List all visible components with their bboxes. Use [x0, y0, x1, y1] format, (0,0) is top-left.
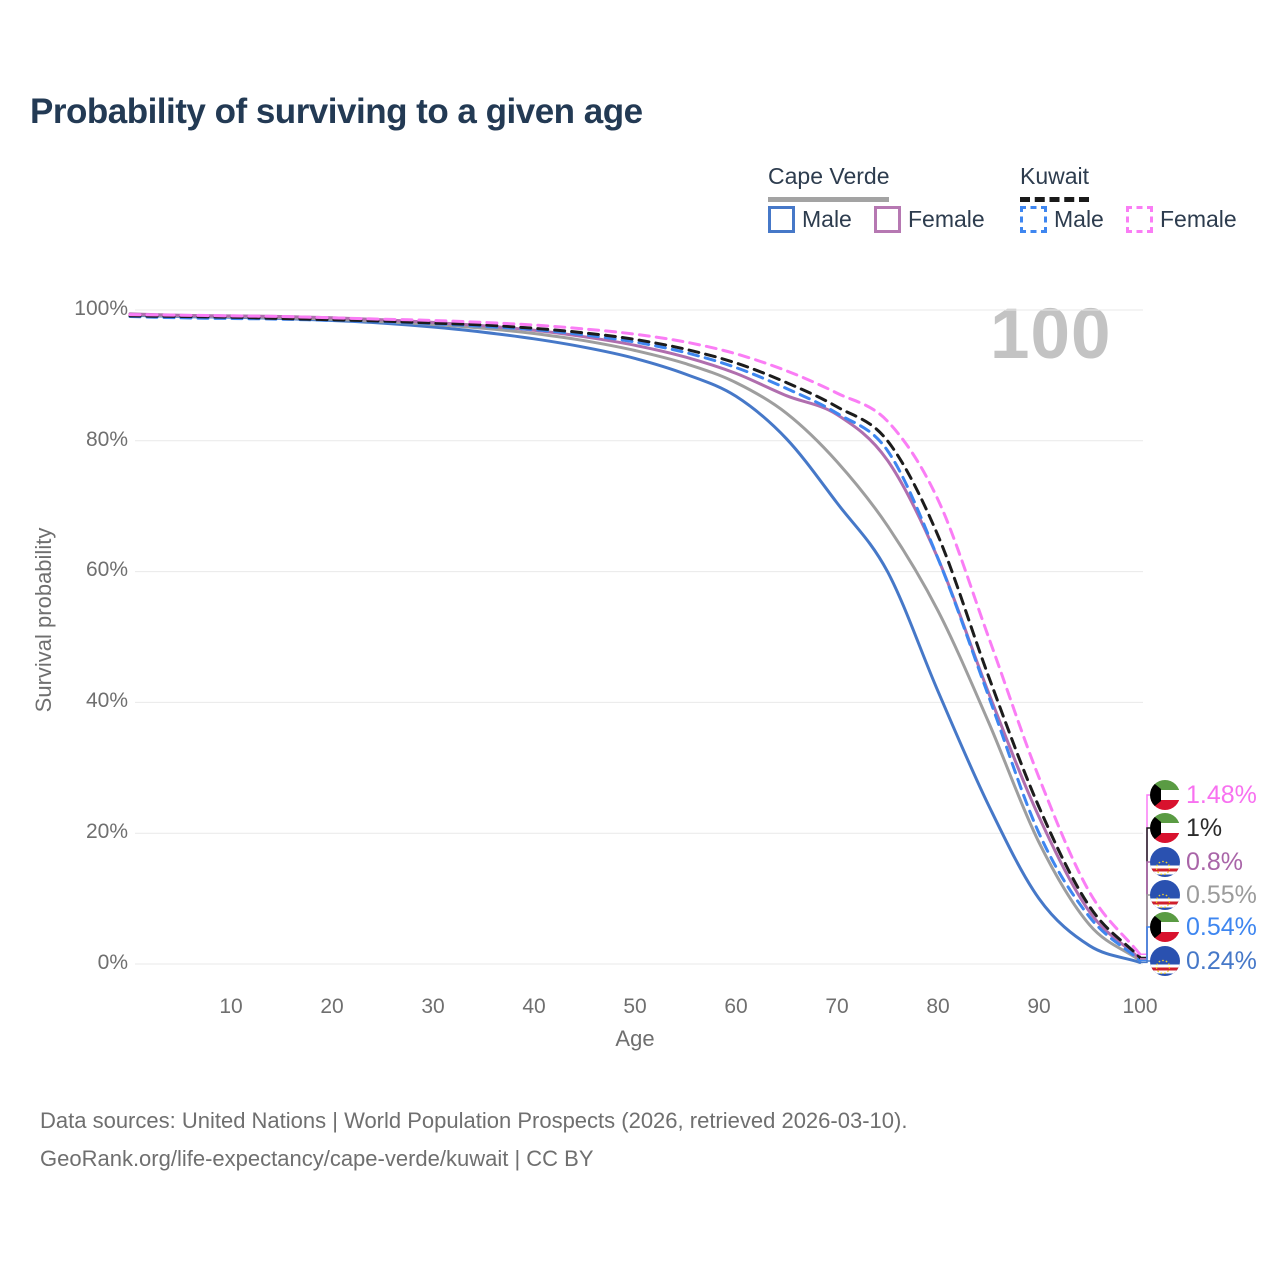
x-tick-90: 90	[1027, 995, 1051, 1018]
cape-verde-male-swatch	[768, 206, 795, 233]
end-label-value: 1.48%	[1186, 780, 1257, 809]
legend-group-cape-verde: Cape Verde	[768, 163, 890, 202]
end-label-value: 1%	[1186, 813, 1223, 842]
kuwait-female-swatch	[1126, 206, 1153, 233]
x-axis-title: Age	[615, 1026, 655, 1051]
legend-item-cape-verde-male[interactable]: Male	[768, 206, 852, 233]
legend-item-label: Male	[1054, 206, 1104, 232]
x-tick-40: 40	[522, 995, 546, 1018]
cape-verde-female-swatch	[874, 206, 901, 233]
legend-group-kuwait: Kuwait	[1020, 163, 1090, 202]
end-label-cape-verde-female: 0.8%	[1150, 847, 1243, 877]
end-label-connector	[1140, 926, 1151, 962]
x-tick-10: 10	[219, 995, 243, 1018]
x-tick-30: 30	[421, 995, 445, 1018]
cape-verde-flag-icon	[1150, 847, 1180, 877]
curve-kw_total	[128, 314, 1142, 959]
end-label-kuwait-female: 1.48%	[1150, 780, 1257, 810]
end-label-connector	[1140, 960, 1151, 964]
cape-verde-flag-icon	[1150, 880, 1180, 910]
end-label-value: 0.24%	[1186, 946, 1257, 975]
end-label-value: 0.54%	[1186, 912, 1257, 941]
source-url: GeoRank.org/life-expectancy/cape-verde/k…	[40, 1146, 594, 1171]
legend-item-label: Female	[1160, 206, 1237, 232]
end-label-kuwait-male: 0.54%	[1150, 912, 1257, 942]
curve-cv_male	[128, 313, 1142, 964]
x-tick-70: 70	[825, 995, 849, 1018]
legend-item-kuwait-female[interactable]: Female	[1126, 206, 1237, 233]
end-label-kuwait-total: 1%	[1150, 813, 1222, 843]
y-tick-20: 20%	[85, 820, 128, 843]
kuwait-flag-icon	[1150, 780, 1180, 810]
x-tick-100: 100	[1122, 995, 1158, 1018]
y-tick-80: 80%	[85, 428, 128, 451]
end-label-value: 0.8%	[1186, 847, 1243, 876]
kuwait-flag-icon	[1150, 912, 1180, 942]
end-label-cape-verde-total: 0.55%	[1150, 880, 1257, 910]
cape-verde-flag-icon	[1150, 946, 1180, 976]
y-tick-40: 40%	[85, 689, 128, 712]
legend-item-label: Male	[802, 206, 852, 232]
page-title: Probability of surviving to a given age	[30, 92, 643, 131]
curve-cv_total	[128, 313, 1142, 962]
x-tick-20: 20	[320, 995, 344, 1018]
end-label-cape-verde-male: 0.24%	[1150, 946, 1257, 976]
x-tick-50: 50	[623, 995, 647, 1018]
x-tick-60: 60	[724, 995, 748, 1018]
y-tick-60: 60%	[85, 558, 128, 581]
curve-cv_female	[128, 312, 1142, 961]
age-watermark: 100	[990, 295, 1112, 374]
data-sources-note: Data sources: United Nations | World Pop…	[40, 1108, 908, 1133]
kuwait-male-swatch	[1020, 206, 1047, 233]
curve-kw_female	[128, 313, 1142, 956]
x-tick-80: 80	[926, 995, 950, 1018]
legend-item-cape-verde-female[interactable]: Female	[874, 206, 985, 233]
end-label-value: 0.55%	[1186, 880, 1257, 909]
legend-item-label: Female	[908, 206, 985, 232]
y-tick-100: 100%	[74, 297, 128, 320]
legend-item-kuwait-male[interactable]: Male	[1020, 206, 1104, 233]
kuwait-flag-icon	[1150, 813, 1180, 843]
y-tick-0: 0%	[97, 951, 128, 974]
curve-kw_male	[128, 315, 1142, 962]
legend: Cape Verde Kuwait Male Female Male Femal…	[760, 163, 1260, 243]
